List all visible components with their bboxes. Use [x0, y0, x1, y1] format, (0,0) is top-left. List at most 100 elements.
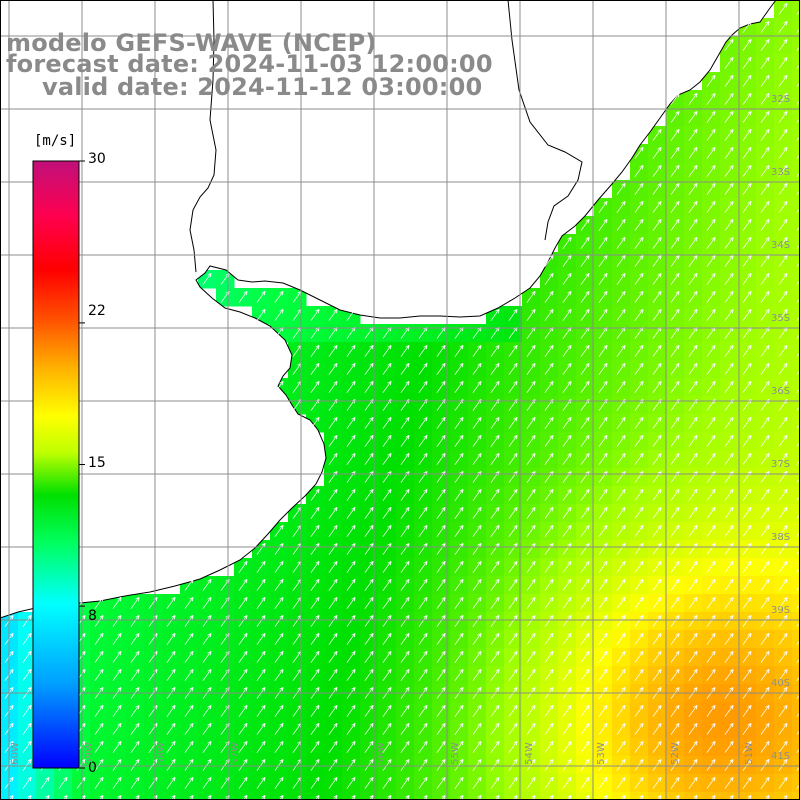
wind-arrow — [652, 452, 662, 465]
wind-arrow — [346, 560, 356, 573]
wind-arrow — [634, 236, 644, 249]
wind-arrow — [760, 218, 770, 231]
wind-arrow — [724, 758, 734, 771]
wind-arrow — [130, 632, 140, 645]
wind-arrow — [724, 56, 734, 69]
wind-cell — [792, 306, 800, 325]
wind-arrow — [526, 434, 536, 447]
wind-arrow — [706, 434, 716, 447]
wind-arrow — [382, 488, 392, 501]
wind-arrow — [598, 380, 608, 393]
lon-label: 52W — [669, 742, 681, 765]
wind-arrow — [706, 758, 716, 771]
wind-arrow — [742, 578, 752, 591]
wind-arrow — [472, 632, 482, 645]
wind-arrow — [724, 164, 734, 177]
wind-arrow — [544, 488, 554, 501]
wind-arrow — [796, 603, 800, 609]
wind-arrow — [796, 765, 800, 771]
wind-arrow — [94, 722, 104, 735]
wind-arrow — [22, 776, 32, 789]
wind-arrow — [724, 380, 734, 393]
wind-arrow — [328, 614, 338, 627]
wind-arrow — [418, 758, 428, 771]
wind-arrow — [400, 704, 410, 717]
wind-arrow — [670, 110, 680, 123]
wind-arrow — [405, 794, 410, 800]
wind-arrow — [796, 531, 800, 537]
wind-cell — [792, 288, 800, 307]
wind-arrow — [202, 704, 212, 717]
wind-cell — [126, 792, 145, 800]
wind-arrow — [688, 560, 698, 573]
wind-arrow — [202, 668, 212, 681]
wind-arrow — [706, 452, 716, 465]
wind-arrow — [634, 488, 644, 501]
wind-arrow — [634, 632, 644, 645]
wind-arrow — [364, 668, 374, 681]
wind-arrow — [796, 279, 800, 285]
wind-arrow — [310, 560, 320, 573]
wind-arrow — [742, 110, 752, 123]
wind-arrow — [454, 632, 464, 645]
wind-arrow — [778, 722, 788, 735]
wind-arrow — [490, 596, 500, 609]
wind-arrow — [472, 740, 482, 753]
wind-arrow — [364, 524, 374, 537]
wind-arrow — [189, 794, 194, 800]
wind-arrow — [760, 524, 770, 537]
lon-label: 55W — [449, 742, 461, 765]
wind-arrow — [256, 308, 266, 321]
wind-arrow — [616, 704, 626, 717]
wind-arrow — [796, 387, 800, 393]
wind-arrow — [742, 308, 752, 321]
wind-arrow — [544, 668, 554, 681]
wind-cell — [792, 180, 800, 199]
wind-arrow — [544, 470, 554, 483]
wind-cell — [360, 792, 379, 800]
wind-arrow — [598, 506, 608, 519]
wind-arrow — [490, 380, 500, 393]
wind-arrow — [652, 470, 662, 483]
wind-arrow — [652, 578, 662, 591]
wind-arrow — [274, 614, 284, 627]
wind-arrow — [688, 596, 698, 609]
wind-arrow — [418, 668, 428, 681]
wind-arrow — [526, 416, 536, 429]
wind-arrow — [634, 524, 644, 537]
wind-arrow — [364, 416, 374, 429]
wind-arrow — [454, 740, 464, 753]
wind-arrow — [418, 362, 428, 375]
wind-arrow — [778, 254, 788, 267]
wind-arrow — [472, 434, 482, 447]
wind-arrow — [328, 308, 338, 321]
wind-arrow — [400, 416, 410, 429]
wind-arrow — [328, 758, 338, 771]
wind-arrow — [544, 632, 554, 645]
wind-arrow — [562, 578, 572, 591]
wind-arrow — [166, 596, 176, 609]
wind-cell — [450, 792, 469, 800]
wind-arrow — [688, 272, 698, 285]
wind-arrow — [616, 632, 626, 645]
wind-arrow — [508, 632, 518, 645]
wind-arrow — [346, 758, 356, 771]
wind-arrow — [652, 218, 662, 231]
wind-arrow — [364, 776, 374, 789]
colorbar-tick-label: 0 — [88, 760, 97, 776]
wind-cell — [792, 738, 800, 757]
wind-arrow — [490, 434, 500, 447]
wind-arrow — [346, 362, 356, 375]
wind-arrow — [760, 182, 770, 195]
wind-cell — [216, 792, 235, 800]
wind-arrow — [724, 218, 734, 231]
wind-arrow — [724, 308, 734, 321]
wind-arrow — [454, 578, 464, 591]
wind-arrow — [508, 614, 518, 627]
wind-arrow — [310, 632, 320, 645]
wind-arrow — [706, 578, 716, 591]
wind-arrow — [310, 308, 320, 321]
wind-arrow — [688, 506, 698, 519]
wind-arrow — [706, 488, 716, 501]
